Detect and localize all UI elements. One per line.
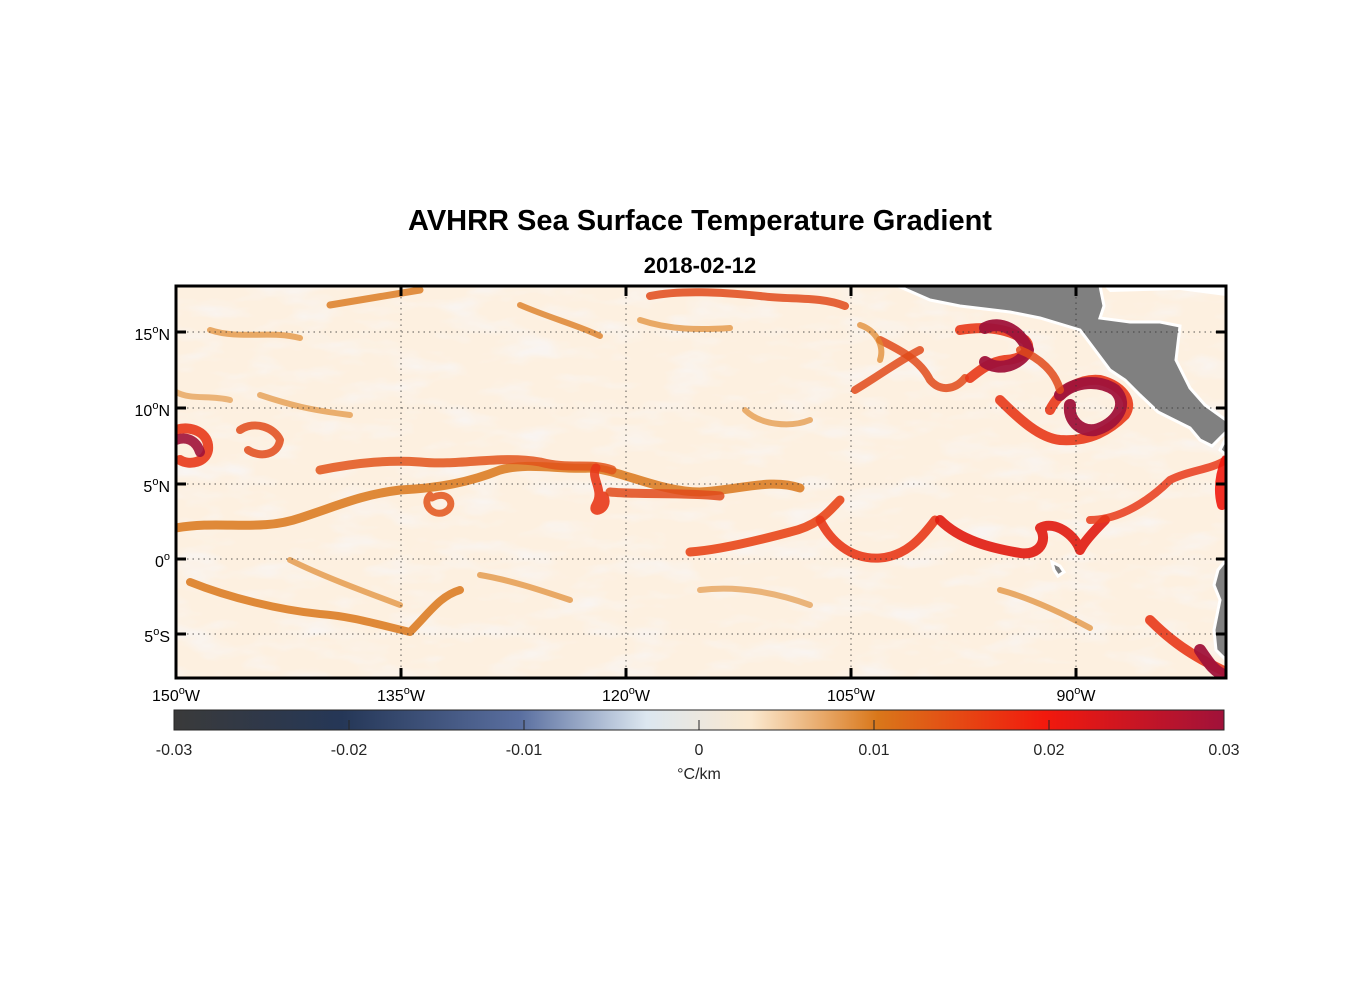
lat-label-5s: 5oS	[144, 626, 170, 646]
colorbar-tick-label: 0.01	[858, 742, 889, 759]
lat-label-15n: 15oN	[135, 324, 170, 344]
front-ecuador	[1086, 456, 1226, 524]
lon-labels: 150oW 135oW 120oW 105oW 90oW	[152, 685, 1096, 705]
lon-label-150w: 150oW	[152, 685, 201, 705]
lat-labels: 15oN 10oN 5oN 0o 5oS	[135, 324, 170, 646]
front-5n-mid	[605, 487, 725, 501]
lon-label-135w: 135oW	[377, 685, 426, 705]
colorbar-unit: °C/km	[677, 766, 721, 783]
eddy-west-2	[236, 421, 284, 459]
front-5n-west	[315, 455, 617, 475]
chart-subtitle: 2018-02-12	[643, 253, 757, 278]
lat-label-10n: 10oN	[135, 400, 170, 420]
lon-label-90w: 90oW	[1056, 685, 1096, 705]
colorbar-tick-label: 0.03	[1208, 742, 1239, 759]
eddy-130w	[423, 491, 455, 517]
front-equator-mid	[685, 495, 845, 557]
front-120w-hook	[590, 463, 610, 515]
eddy-papagayo	[1054, 377, 1127, 437]
front-equator-loop	[815, 515, 940, 563]
front-galapagos	[935, 515, 1110, 559]
colorbar-tick-label: -0.02	[331, 742, 368, 759]
graticule	[176, 286, 1226, 678]
eddy-west-1	[176, 423, 214, 468]
chart-title: AVHRR Sea Surface Temperature Gradient	[408, 205, 992, 237]
lat-label-5n: 5oN	[143, 476, 170, 496]
map-frame	[174, 284, 1228, 680]
sst-fronts	[176, 286, 1226, 678]
colorbar-tick-label: 0.02	[1033, 742, 1064, 759]
lon-label-105w: 105oW	[827, 685, 876, 705]
front-15n	[646, 288, 849, 310]
colorbar-tick-label: 0	[695, 742, 704, 759]
frame-ticks	[176, 286, 1226, 678]
front-south-west	[186, 578, 464, 636]
colorbar-tick-label: -0.01	[506, 742, 543, 759]
central-america	[897, 286, 1226, 448]
map-field	[176, 286, 1226, 678]
ocean-texture	[176, 286, 1226, 678]
lon-label-120w: 120oW	[602, 685, 651, 705]
galapagos-island	[1049, 559, 1067, 579]
lat-label-0: 0o	[155, 551, 170, 571]
colorbar-tick-label: -0.03	[156, 742, 193, 759]
front-mexico	[876, 336, 969, 392]
colorbar: -0.03 -0.02 -0.01 0 0.01 0.02 0.03 °C/km	[156, 709, 1240, 783]
